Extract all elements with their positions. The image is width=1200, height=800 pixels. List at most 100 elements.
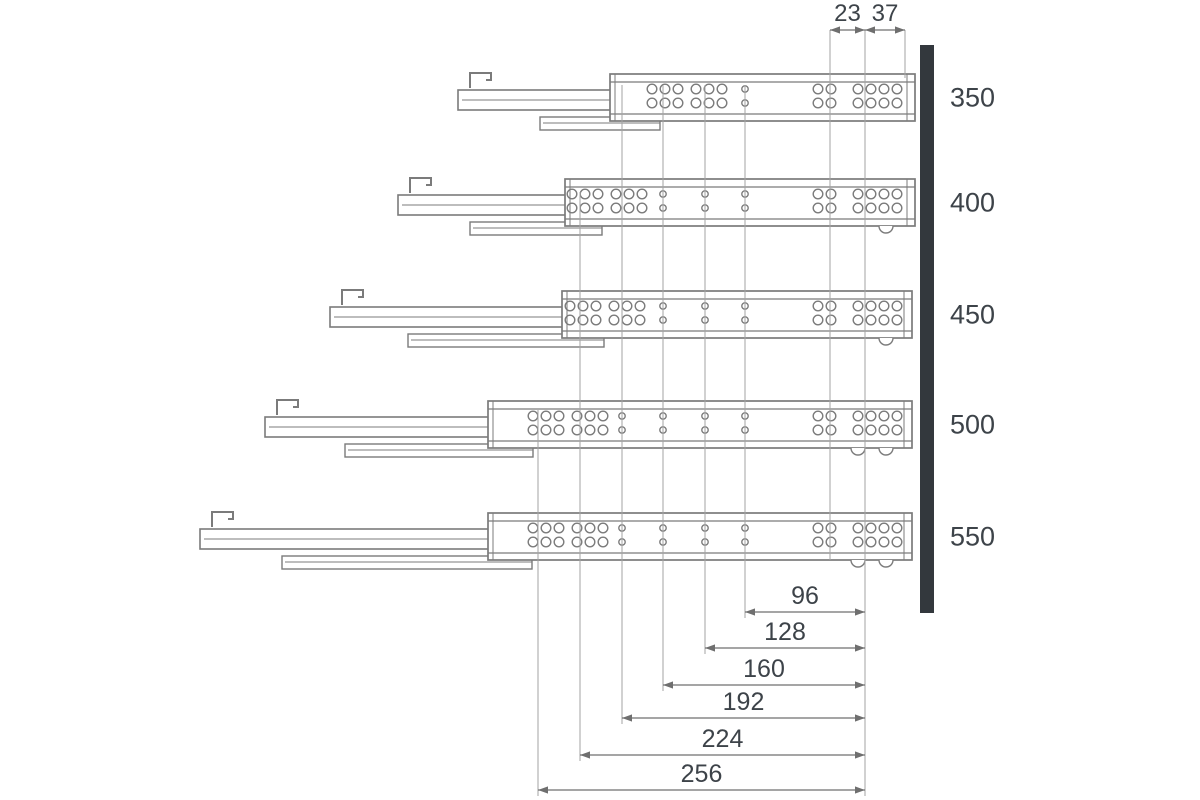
mounting-hole bbox=[553, 424, 565, 436]
mounting-bar bbox=[920, 45, 934, 613]
mounting-hole bbox=[812, 410, 824, 422]
mounting-hole bbox=[878, 300, 890, 312]
length-label-450: 450 bbox=[950, 300, 995, 330]
mounting-hole bbox=[703, 97, 715, 109]
mounting-hole bbox=[634, 300, 646, 312]
dim-label-23: 23 bbox=[834, 0, 861, 27]
mounting-hole bbox=[891, 536, 903, 548]
mounting-hole bbox=[891, 522, 903, 534]
mounting-hole bbox=[592, 202, 604, 214]
slide-500 bbox=[264, 399, 913, 458]
dimension-224: 224 bbox=[580, 725, 865, 759]
dim-label-192: 192 bbox=[723, 688, 765, 716]
mounting-hole bbox=[540, 522, 552, 534]
mounting-hole bbox=[865, 536, 877, 548]
dimension-arrow bbox=[830, 26, 840, 34]
mounting-hole bbox=[540, 536, 552, 548]
mounting-hole bbox=[865, 188, 877, 200]
dimension-23: 23 bbox=[830, 0, 865, 34]
length-label-400: 400 bbox=[950, 188, 995, 218]
mounting-hole bbox=[878, 522, 890, 534]
dimension-arrow bbox=[855, 786, 865, 794]
dimension-arrow bbox=[855, 644, 865, 652]
dimension-arrow bbox=[745, 608, 755, 616]
mounting-hole bbox=[812, 522, 824, 534]
dim-label-128: 128 bbox=[764, 618, 806, 646]
mounting-hole bbox=[590, 314, 602, 326]
mounting-hole bbox=[891, 410, 903, 422]
mounting-hole bbox=[891, 300, 903, 312]
mounting-hole bbox=[852, 202, 864, 214]
mounting-hole bbox=[825, 188, 837, 200]
mounting-hole bbox=[825, 314, 837, 326]
mounting-hole bbox=[597, 424, 609, 436]
mounting-hole bbox=[812, 97, 824, 109]
mounting-hole bbox=[852, 314, 864, 326]
mounting-hole bbox=[584, 536, 596, 548]
dimension-96: 96 bbox=[745, 582, 865, 616]
mounting-hole bbox=[672, 83, 684, 95]
release-tab bbox=[878, 447, 894, 456]
mounting-hole bbox=[852, 536, 864, 548]
mounting-hole bbox=[852, 188, 864, 200]
mounting-hole bbox=[812, 188, 824, 200]
guide-lines bbox=[537, 30, 906, 796]
mounting-hole bbox=[878, 314, 890, 326]
mounting-hole bbox=[865, 300, 877, 312]
mounting-hole bbox=[634, 314, 646, 326]
mounting-hole bbox=[878, 410, 890, 422]
mounting-hole bbox=[891, 314, 903, 326]
mounting-hole bbox=[597, 410, 609, 422]
dimension-37: 37 bbox=[865, 0, 905, 34]
mounting-hole bbox=[584, 522, 596, 534]
release-tab bbox=[878, 559, 894, 568]
front-hook-bracket bbox=[276, 399, 299, 415]
slide-450 bbox=[329, 289, 913, 348]
mounting-hole bbox=[584, 410, 596, 422]
length-label-350: 350 bbox=[950, 83, 995, 113]
mounting-hole bbox=[865, 522, 877, 534]
dimension-arrow bbox=[865, 26, 875, 34]
dimension-128: 128 bbox=[705, 618, 865, 652]
length-label-550: 550 bbox=[950, 522, 995, 552]
release-tab bbox=[850, 559, 866, 568]
mounting-hole bbox=[865, 410, 877, 422]
mounting-hole bbox=[646, 83, 658, 95]
mounting-hole bbox=[878, 424, 890, 436]
release-tab bbox=[850, 447, 866, 456]
mounting-hole bbox=[852, 522, 864, 534]
mounting-hole bbox=[891, 424, 903, 436]
mounting-hole bbox=[825, 83, 837, 95]
mounting-hole bbox=[690, 83, 702, 95]
mounting-hole bbox=[891, 83, 903, 95]
mounting-hole bbox=[852, 410, 864, 422]
mounting-hole bbox=[825, 522, 837, 534]
mounting-hole bbox=[812, 314, 824, 326]
mounting-hole bbox=[553, 410, 565, 422]
mounting-hole bbox=[597, 536, 609, 548]
front-hook-bracket bbox=[211, 511, 234, 527]
mounting-hole bbox=[891, 188, 903, 200]
mounting-hole bbox=[865, 83, 877, 95]
mounting-hole bbox=[812, 202, 824, 214]
release-tab bbox=[878, 337, 894, 346]
mounting-hole bbox=[703, 83, 715, 95]
mounting-hole bbox=[878, 188, 890, 200]
mounting-hole bbox=[716, 83, 728, 95]
mounting-hole bbox=[571, 522, 583, 534]
dimension-arrow bbox=[580, 751, 590, 759]
mounting-hole bbox=[865, 424, 877, 436]
slide-350 bbox=[457, 72, 916, 131]
front-hook-bracket bbox=[341, 289, 364, 305]
mounting-hole bbox=[672, 97, 684, 109]
mounting-hole bbox=[865, 314, 877, 326]
mounting-hole bbox=[878, 97, 890, 109]
dimension-arrow bbox=[663, 681, 673, 689]
mounting-hole bbox=[812, 536, 824, 548]
mounting-hole bbox=[659, 97, 671, 109]
mounting-hole bbox=[553, 536, 565, 548]
mounting-hole bbox=[852, 300, 864, 312]
mounting-hole bbox=[852, 424, 864, 436]
mounting-hole bbox=[812, 424, 824, 436]
